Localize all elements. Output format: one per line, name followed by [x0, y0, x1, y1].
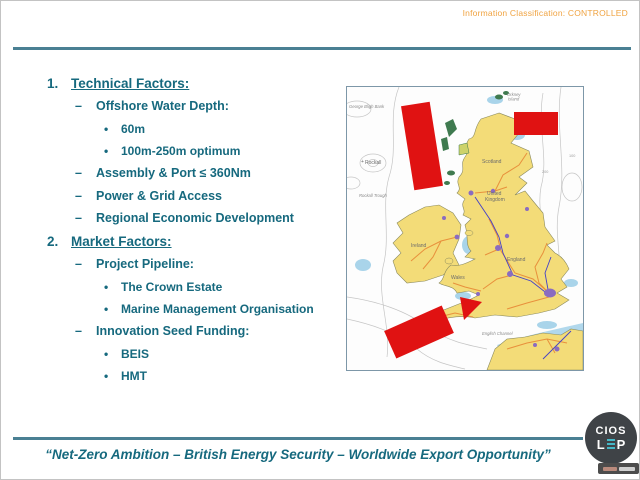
- road-network: [410, 152, 568, 354]
- motorways: [474, 196, 572, 360]
- list-marker: •: [104, 302, 109, 316]
- watermark-badge: [598, 463, 639, 474]
- svg-text:Island: Island: [508, 97, 520, 102]
- label-scotland: Scotland: [482, 159, 502, 165]
- list-item: • BEIS: [104, 346, 150, 361]
- list-item: • 100m-250m optimum: [104, 143, 241, 158]
- outline-list: 1. Technical Factors: – Offshore Water Dep…: [47, 76, 347, 392]
- map-svg: George Bligh Bank Rockall + Rockall Trou…: [341, 86, 584, 371]
- top-divider: [13, 47, 631, 50]
- list-item: • HMT: [104, 369, 147, 384]
- list-item: – Offshore Water Depth:: [75, 98, 229, 113]
- list-item: – Project Pipeline:: [75, 257, 194, 272]
- list-marker: –: [75, 165, 82, 180]
- list-marker: –: [75, 257, 82, 272]
- map-labels: George Bligh Bank Rockall + Rockall Trou…: [349, 92, 575, 336]
- red-zone-west-scotland: [401, 101, 443, 191]
- list-item: • 60m: [104, 121, 146, 136]
- label-united-kingdom: United: [487, 191, 502, 197]
- list-marker: 1.: [47, 76, 59, 91]
- list-item: – Assembly & Port ≤ 360Nm: [75, 165, 251, 180]
- classification-label: Information Classification: CONTROLLED: [462, 8, 628, 18]
- label-george-bligh-bank: George Bligh Bank: [349, 104, 385, 109]
- label-rockall: Rockall: [365, 160, 381, 166]
- islands: [441, 91, 509, 265]
- list-marker: –: [75, 324, 82, 339]
- list-marker: –: [75, 211, 82, 226]
- red-zone-celtic-sea: [384, 305, 454, 359]
- list-item: • Marine Management Organisation: [104, 302, 314, 316]
- label-england: England: [507, 257, 526, 263]
- red-zones: [384, 101, 558, 359]
- list-item: – Regional Economic Development: [75, 211, 294, 226]
- list-marker: •: [104, 279, 109, 294]
- label-wales: Wales: [451, 275, 465, 281]
- red-zone-bristol-channel: [460, 297, 482, 320]
- bottom-divider: [13, 437, 583, 440]
- list-item: – Power & Grid Access: [75, 188, 222, 203]
- list-marker: •: [104, 346, 109, 361]
- logo-e-bars-icon: [606, 439, 615, 449]
- list-marker: –: [75, 188, 82, 203]
- list-item: 2. Market Factors:: [47, 234, 172, 250]
- list-marker: 2.: [47, 234, 59, 250]
- urban-areas: [442, 188, 560, 352]
- list-item: – Innovation Seed Funding:: [75, 324, 250, 339]
- list-item: 1. Technical Factors:: [47, 76, 190, 91]
- list-marker: •: [104, 143, 109, 158]
- list-marker: •: [104, 369, 109, 384]
- label-ireland: Ireland: [411, 243, 427, 249]
- list-marker: –: [75, 98, 82, 113]
- depth-mark: 100: [569, 154, 575, 158]
- svg-text:Kingdom: Kingdom: [485, 197, 505, 203]
- cios-lep-logo: CIOS L P: [585, 412, 637, 464]
- label-english-channel: English Channel: [482, 331, 514, 336]
- great-britain-landmass: [428, 112, 570, 322]
- depth-mark: 200: [542, 170, 548, 174]
- list-item: • The Crown Estate: [104, 279, 223, 294]
- logo-text-cios: CIOS: [595, 424, 627, 437]
- list-marker: •: [104, 121, 109, 136]
- label-rockall-trough: Rockall Trough: [359, 193, 388, 198]
- rockall-marker: +: [361, 159, 364, 165]
- uk-nautical-chart: George Bligh Bank Rockall + Rockall Trou…: [341, 86, 584, 371]
- ireland-landmass: [392, 204, 462, 284]
- watermark-blob: [602, 466, 617, 471]
- red-zone-northeast-scotland: [514, 112, 558, 135]
- logo-text-lep: L P: [596, 436, 626, 452]
- label-orkney: Orkney: [507, 92, 521, 97]
- watermark-blob: [618, 466, 635, 471]
- footer-quote: “Net-Zero Ambition – British Energy Secu…: [45, 447, 551, 462]
